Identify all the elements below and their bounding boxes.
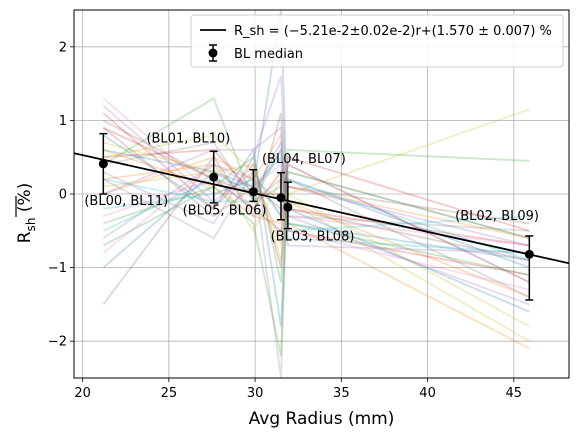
y-tick-label: 2: [59, 40, 67, 55]
background-line: [103, 141, 530, 342]
background-line: [102, 112, 530, 268]
background-line: [102, 139, 530, 313]
x-tick-label: 40: [419, 386, 436, 401]
y-axis-ticks: −2 −1 0 1 2: [48, 40, 74, 350]
y-tick-label: −1: [48, 261, 67, 276]
background-line: [103, 132, 530, 350]
background-line: [102, 163, 530, 298]
median-point: [209, 172, 219, 182]
legend-median-label: BL median: [234, 47, 303, 62]
annotation-label: (BL03, BL08): [271, 229, 355, 244]
background-line: [103, 108, 530, 261]
legend-fit-label: R_sh = (−5.21e-2±0.02e-2)r+(1.570 ± 0.00…: [234, 24, 552, 39]
background-line: [102, 148, 530, 357]
background-line: [103, 163, 530, 298]
annotation-label: (BL02, BL09): [455, 209, 539, 224]
background-line: [103, 146, 530, 232]
legend-median-marker: [208, 48, 218, 58]
background-line: [103, 178, 530, 262]
background-line: [102, 134, 530, 327]
legend-box: [190, 14, 564, 68]
background-line: [103, 134, 530, 328]
y-tick-label: 1: [59, 114, 67, 129]
x-tick-label: 25: [161, 386, 178, 401]
background-line: [102, 155, 530, 254]
median-point: [283, 202, 293, 212]
background-line: [102, 119, 530, 233]
background-line: [102, 127, 530, 284]
background-line: [102, 97, 530, 284]
annotation-label: (BL05, BL06): [183, 204, 267, 219]
background-line: [103, 10, 530, 262]
y-axis-title-unit: (%): [15, 183, 35, 218]
background-line: [102, 96, 530, 276]
x-tick-label: 30: [247, 386, 264, 401]
annotation-label: (BL01, BL10): [146, 131, 230, 146]
y-axis-title-sub: sh: [24, 218, 38, 232]
svg-text:Rsh (%): Rsh (%): [15, 183, 38, 244]
background-line: [102, 104, 530, 247]
y-axis-title-r: R: [15, 231, 35, 243]
x-tick-label: 20: [74, 386, 91, 401]
x-tick-label: 45: [506, 386, 523, 401]
x-axis-title: Avg Radius (mm): [249, 409, 395, 429]
background-line: [103, 141, 530, 232]
background-line: [102, 125, 530, 254]
background-line: [103, 148, 530, 247]
background-line: [102, 112, 530, 305]
y-axis-title: Rsh (%): [15, 183, 38, 244]
legend: R_sh = (−5.21e-2±0.02e-2)r+(1.570 ± 0.00…: [190, 14, 564, 68]
x-axis-ticks: 20 25 30 35 40 45: [74, 378, 522, 401]
y-tick-label: −2: [48, 335, 67, 350]
background-line: [103, 169, 530, 247]
median-point: [524, 249, 534, 259]
background-lines: [102, 10, 530, 378]
annotation-label: (BL04, BL07): [262, 152, 346, 167]
median-point: [98, 159, 108, 169]
annotations: (BL00, BL11) (BL01, BL10) (BL05, BL06) (BL0…: [84, 131, 539, 244]
median-point: [276, 193, 286, 203]
background-line: [103, 155, 530, 283]
background-line: [102, 169, 530, 378]
x-tick-label: 35: [333, 386, 350, 401]
fit-line-path: [74, 152, 569, 265]
background-line: [102, 126, 530, 276]
background-line: [102, 75, 530, 306]
y-tick-label: 0: [59, 188, 67, 203]
median-series: [98, 132, 534, 301]
fit-line: [74, 152, 569, 265]
annotation-label: (BL00, BL11): [84, 194, 168, 209]
median-point: [248, 187, 258, 197]
